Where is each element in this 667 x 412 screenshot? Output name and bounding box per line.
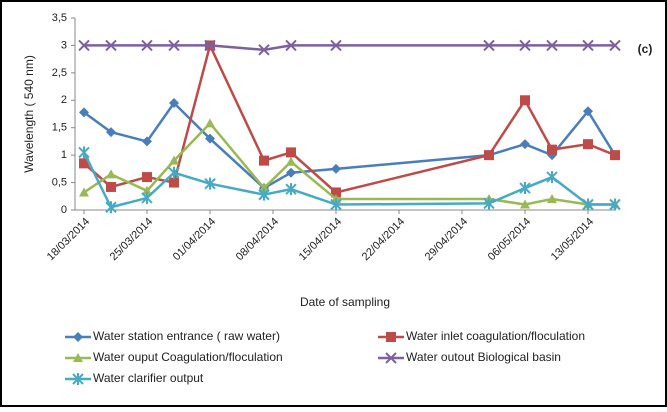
marker (520, 199, 530, 209)
marker (583, 106, 593, 117)
series (79, 40, 620, 198)
marker (331, 163, 341, 174)
marker (258, 44, 270, 56)
marker (78, 39, 90, 52)
marker (609, 198, 621, 211)
annotation: (c) (638, 42, 653, 56)
x-tick-label: 25/03/2014 (108, 216, 155, 263)
legend-marker (73, 353, 83, 362)
marker (106, 127, 116, 138)
marker (483, 197, 495, 210)
marker (79, 187, 89, 197)
marker (141, 191, 153, 204)
marker (142, 136, 152, 147)
legend-label: Water inlet coagulation/floculation (406, 329, 585, 343)
x-tick-label: 22/04/2014 (360, 216, 407, 263)
x-axis-label: Date of sampling (300, 295, 390, 309)
marker (78, 146, 90, 159)
marker (79, 107, 89, 118)
y-tick-label: 3,5 (52, 12, 67, 24)
marker (582, 39, 594, 52)
y-tick-label: 0 (61, 204, 67, 216)
marker (169, 98, 179, 109)
marker (105, 201, 117, 214)
marker (286, 156, 296, 166)
legend-marker (385, 352, 397, 364)
x-tick-label: 01/04/2014 (171, 216, 218, 263)
marker (286, 167, 296, 178)
y-tick-label: 0,5 (52, 176, 67, 188)
marker (519, 39, 531, 52)
marker (205, 118, 215, 128)
marker (546, 39, 558, 52)
marker (519, 182, 531, 195)
marker (168, 39, 180, 52)
marker (142, 172, 152, 183)
marker (330, 39, 342, 52)
legend-label: Water ouput Coagulation/floculation (93, 350, 283, 364)
marker (546, 171, 558, 184)
marker (142, 185, 152, 195)
marker (520, 139, 530, 150)
series-line (84, 44, 615, 52)
series (78, 146, 621, 214)
marker (205, 133, 215, 144)
marker (484, 150, 494, 161)
marker (141, 39, 153, 52)
marker (583, 139, 593, 150)
marker (169, 155, 179, 165)
marker (79, 158, 89, 169)
y-axis-label: Wavelength ( 540 nm) (22, 55, 36, 173)
marker (331, 187, 341, 198)
legend-marker (73, 332, 83, 342)
legend-marker (386, 332, 396, 342)
x-tick-label: 18/03/2014 (45, 216, 92, 263)
series-line (83, 121, 615, 206)
legend-label: Water outout Biological basin (406, 350, 561, 364)
y-tick-label: 2,5 (52, 67, 67, 79)
legend-label: Water clarifier output (93, 371, 204, 385)
marker (105, 39, 117, 52)
legend-label: Water station entrance ( raw water) (93, 329, 280, 343)
marker (285, 183, 297, 196)
x-tick-label: 15/04/2014 (297, 216, 344, 263)
y-tick-label: 1,5 (52, 122, 67, 134)
legend-marker (72, 373, 84, 385)
series (78, 39, 621, 56)
marker (483, 39, 495, 52)
x-tick-label: 13/05/2014 (549, 216, 596, 263)
marker (106, 169, 116, 179)
marker (610, 150, 620, 161)
series-line (83, 101, 617, 190)
marker (204, 177, 216, 190)
y-tick-label: 3 (61, 39, 67, 51)
marker (582, 198, 594, 211)
x-tick-label: 29/04/2014 (423, 216, 470, 263)
series (79, 118, 620, 209)
marker (106, 181, 116, 192)
marker (259, 183, 269, 193)
x-tick-label: 08/04/2014 (234, 216, 281, 263)
marker (169, 177, 179, 188)
marker (259, 155, 269, 166)
x-tick-label: 06/05/2014 (486, 216, 533, 263)
marker (285, 39, 297, 52)
marker (547, 194, 557, 204)
y-tick-label: 1 (61, 149, 67, 161)
marker (204, 39, 216, 52)
marker (168, 166, 180, 179)
marker (547, 144, 557, 155)
marker (286, 147, 296, 158)
marker (330, 198, 342, 211)
marker (258, 188, 270, 201)
marker (609, 39, 621, 52)
y-tick-label: 2 (61, 94, 67, 106)
marker (520, 95, 530, 106)
